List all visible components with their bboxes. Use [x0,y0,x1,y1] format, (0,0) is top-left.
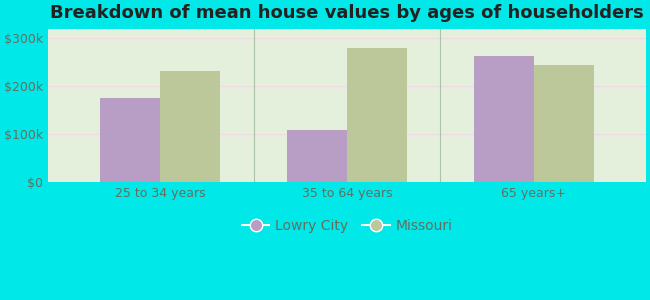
Bar [160,70,220,182]
Title: Breakdown of mean house values by ages of householders: Breakdown of mean house values by ages o… [50,4,644,22]
Bar [534,65,593,182]
Bar [474,56,534,182]
Bar [347,49,407,182]
Bar [287,130,347,182]
Legend: Lowry City, Missouri: Lowry City, Missouri [236,214,458,239]
Bar [101,98,160,182]
